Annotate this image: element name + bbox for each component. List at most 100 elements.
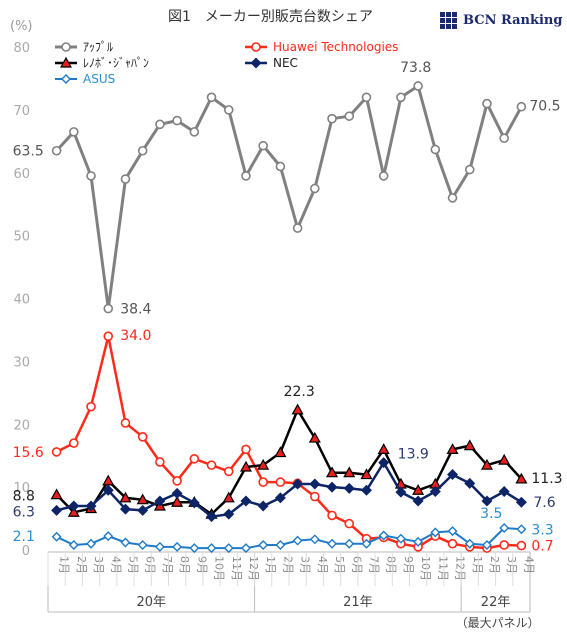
apple-marker bbox=[482, 98, 492, 109]
apple-marker bbox=[120, 174, 131, 184]
nec-marker bbox=[292, 478, 304, 490]
nec-marker bbox=[343, 482, 355, 494]
legend-label: ASUS bbox=[83, 72, 115, 86]
data-label: 13.9 bbox=[398, 447, 429, 463]
huawei-marker bbox=[447, 538, 458, 549]
huawei-series-line bbox=[56, 334, 522, 550]
apple-series-line bbox=[55, 84, 523, 311]
apple-marker bbox=[206, 92, 217, 103]
huawei-marker bbox=[344, 518, 355, 529]
apple-marker bbox=[241, 171, 251, 181]
asus-marker bbox=[120, 537, 131, 548]
asus-marker bbox=[172, 541, 183, 552]
apple-marker bbox=[137, 145, 148, 156]
x-tick-label: 4月 bbox=[109, 556, 122, 574]
x-tick-label: 1月 bbox=[471, 556, 484, 574]
huawei-marker bbox=[310, 491, 320, 502]
nec-marker bbox=[464, 477, 476, 489]
nec-marker bbox=[102, 484, 114, 496]
legend-label: Huawei Technologies bbox=[273, 40, 398, 54]
apple-marker bbox=[86, 171, 96, 181]
asus-marker bbox=[275, 539, 286, 550]
nec-marker bbox=[240, 495, 252, 507]
apple-marker bbox=[516, 101, 527, 112]
huawei-marker bbox=[103, 331, 114, 342]
lenovo-series-line bbox=[55, 408, 523, 516]
apple-marker bbox=[258, 140, 268, 151]
asus-marker bbox=[223, 543, 234, 554]
huawei-marker bbox=[69, 438, 79, 448]
x-tick-label: 11月 bbox=[230, 556, 243, 581]
data-label: 8.8 bbox=[13, 489, 35, 505]
huawei-marker bbox=[86, 401, 96, 412]
y-tick-label: 60 bbox=[13, 167, 30, 182]
x-tick-label: 10月 bbox=[419, 556, 432, 581]
nec-marker bbox=[85, 500, 97, 512]
asus-marker bbox=[86, 538, 97, 549]
apple-marker bbox=[430, 144, 441, 155]
lenovo-marker bbox=[326, 466, 339, 478]
nec-marker bbox=[481, 495, 493, 507]
nec-marker bbox=[171, 487, 183, 499]
x-tick-label: 10月 bbox=[213, 556, 226, 581]
asus-marker bbox=[240, 543, 251, 554]
asus-marker bbox=[51, 531, 62, 542]
lenovo-marker bbox=[171, 495, 184, 507]
y-tick-label: 40 bbox=[13, 293, 30, 308]
data-label: 0.7 bbox=[531, 539, 553, 555]
asus-marker bbox=[68, 539, 79, 550]
lenovo-marker bbox=[498, 453, 511, 465]
asus-marker bbox=[499, 523, 510, 533]
x-tick-label: 2月 bbox=[281, 556, 294, 574]
lenovo-marker bbox=[463, 439, 476, 451]
nec-marker bbox=[309, 478, 321, 490]
y-tick-label: 50 bbox=[13, 230, 30, 245]
data-label: 70.5 bbox=[529, 99, 560, 115]
apple-marker bbox=[310, 183, 320, 194]
chart-title: 図1 メーカー別販売台数シェア bbox=[168, 9, 373, 25]
lenovo-marker bbox=[480, 458, 493, 470]
apple-marker bbox=[275, 161, 286, 172]
x-tick-label: 4月 bbox=[316, 556, 329, 574]
asus-series-line bbox=[56, 527, 522, 550]
nec-marker bbox=[257, 500, 269, 512]
apple-marker bbox=[223, 105, 234, 115]
lenovo-marker bbox=[515, 472, 528, 484]
y-tick-label: 30 bbox=[13, 355, 30, 370]
data-label: 38.4 bbox=[120, 302, 151, 318]
data-label: 34.0 bbox=[120, 328, 151, 344]
x-tick-label: 7月 bbox=[161, 556, 174, 574]
apple-marker bbox=[292, 223, 303, 233]
lenovo-marker bbox=[446, 443, 459, 454]
data-label: 7.6 bbox=[533, 495, 555, 511]
apple-marker bbox=[361, 92, 372, 103]
nec-marker bbox=[326, 481, 338, 493]
asus-marker bbox=[327, 538, 338, 549]
year-label: 21年 bbox=[343, 595, 373, 610]
lenovo-marker bbox=[360, 468, 373, 480]
asus-marker bbox=[395, 533, 406, 544]
huawei-marker bbox=[155, 457, 165, 467]
legend-asus-marker bbox=[61, 74, 71, 84]
data-label: 2.1 bbox=[13, 529, 35, 545]
legend-huawei-marker bbox=[251, 42, 261, 52]
nec-marker bbox=[223, 508, 235, 520]
apple-marker bbox=[189, 127, 200, 137]
huawei-marker bbox=[499, 540, 509, 550]
asus-marker bbox=[464, 538, 475, 549]
legend-nec-marker bbox=[250, 57, 262, 69]
nec-marker bbox=[395, 486, 407, 498]
logo-grid-icon bbox=[440, 11, 457, 29]
nec-marker bbox=[51, 504, 63, 516]
lenovo-marker bbox=[308, 431, 321, 443]
x-tick-label: 5月 bbox=[126, 556, 139, 574]
lenovo-marker bbox=[343, 466, 356, 478]
huawei-marker bbox=[223, 466, 234, 477]
legend-label: NEC bbox=[273, 56, 298, 70]
x-tick-label: 6月 bbox=[144, 556, 157, 574]
asus-marker bbox=[189, 543, 200, 554]
x-tick-label: 11月 bbox=[436, 556, 449, 581]
data-label: 22.3 bbox=[284, 384, 315, 400]
y-axis-label: (%) bbox=[10, 19, 33, 34]
lenovo-marker bbox=[222, 491, 235, 503]
